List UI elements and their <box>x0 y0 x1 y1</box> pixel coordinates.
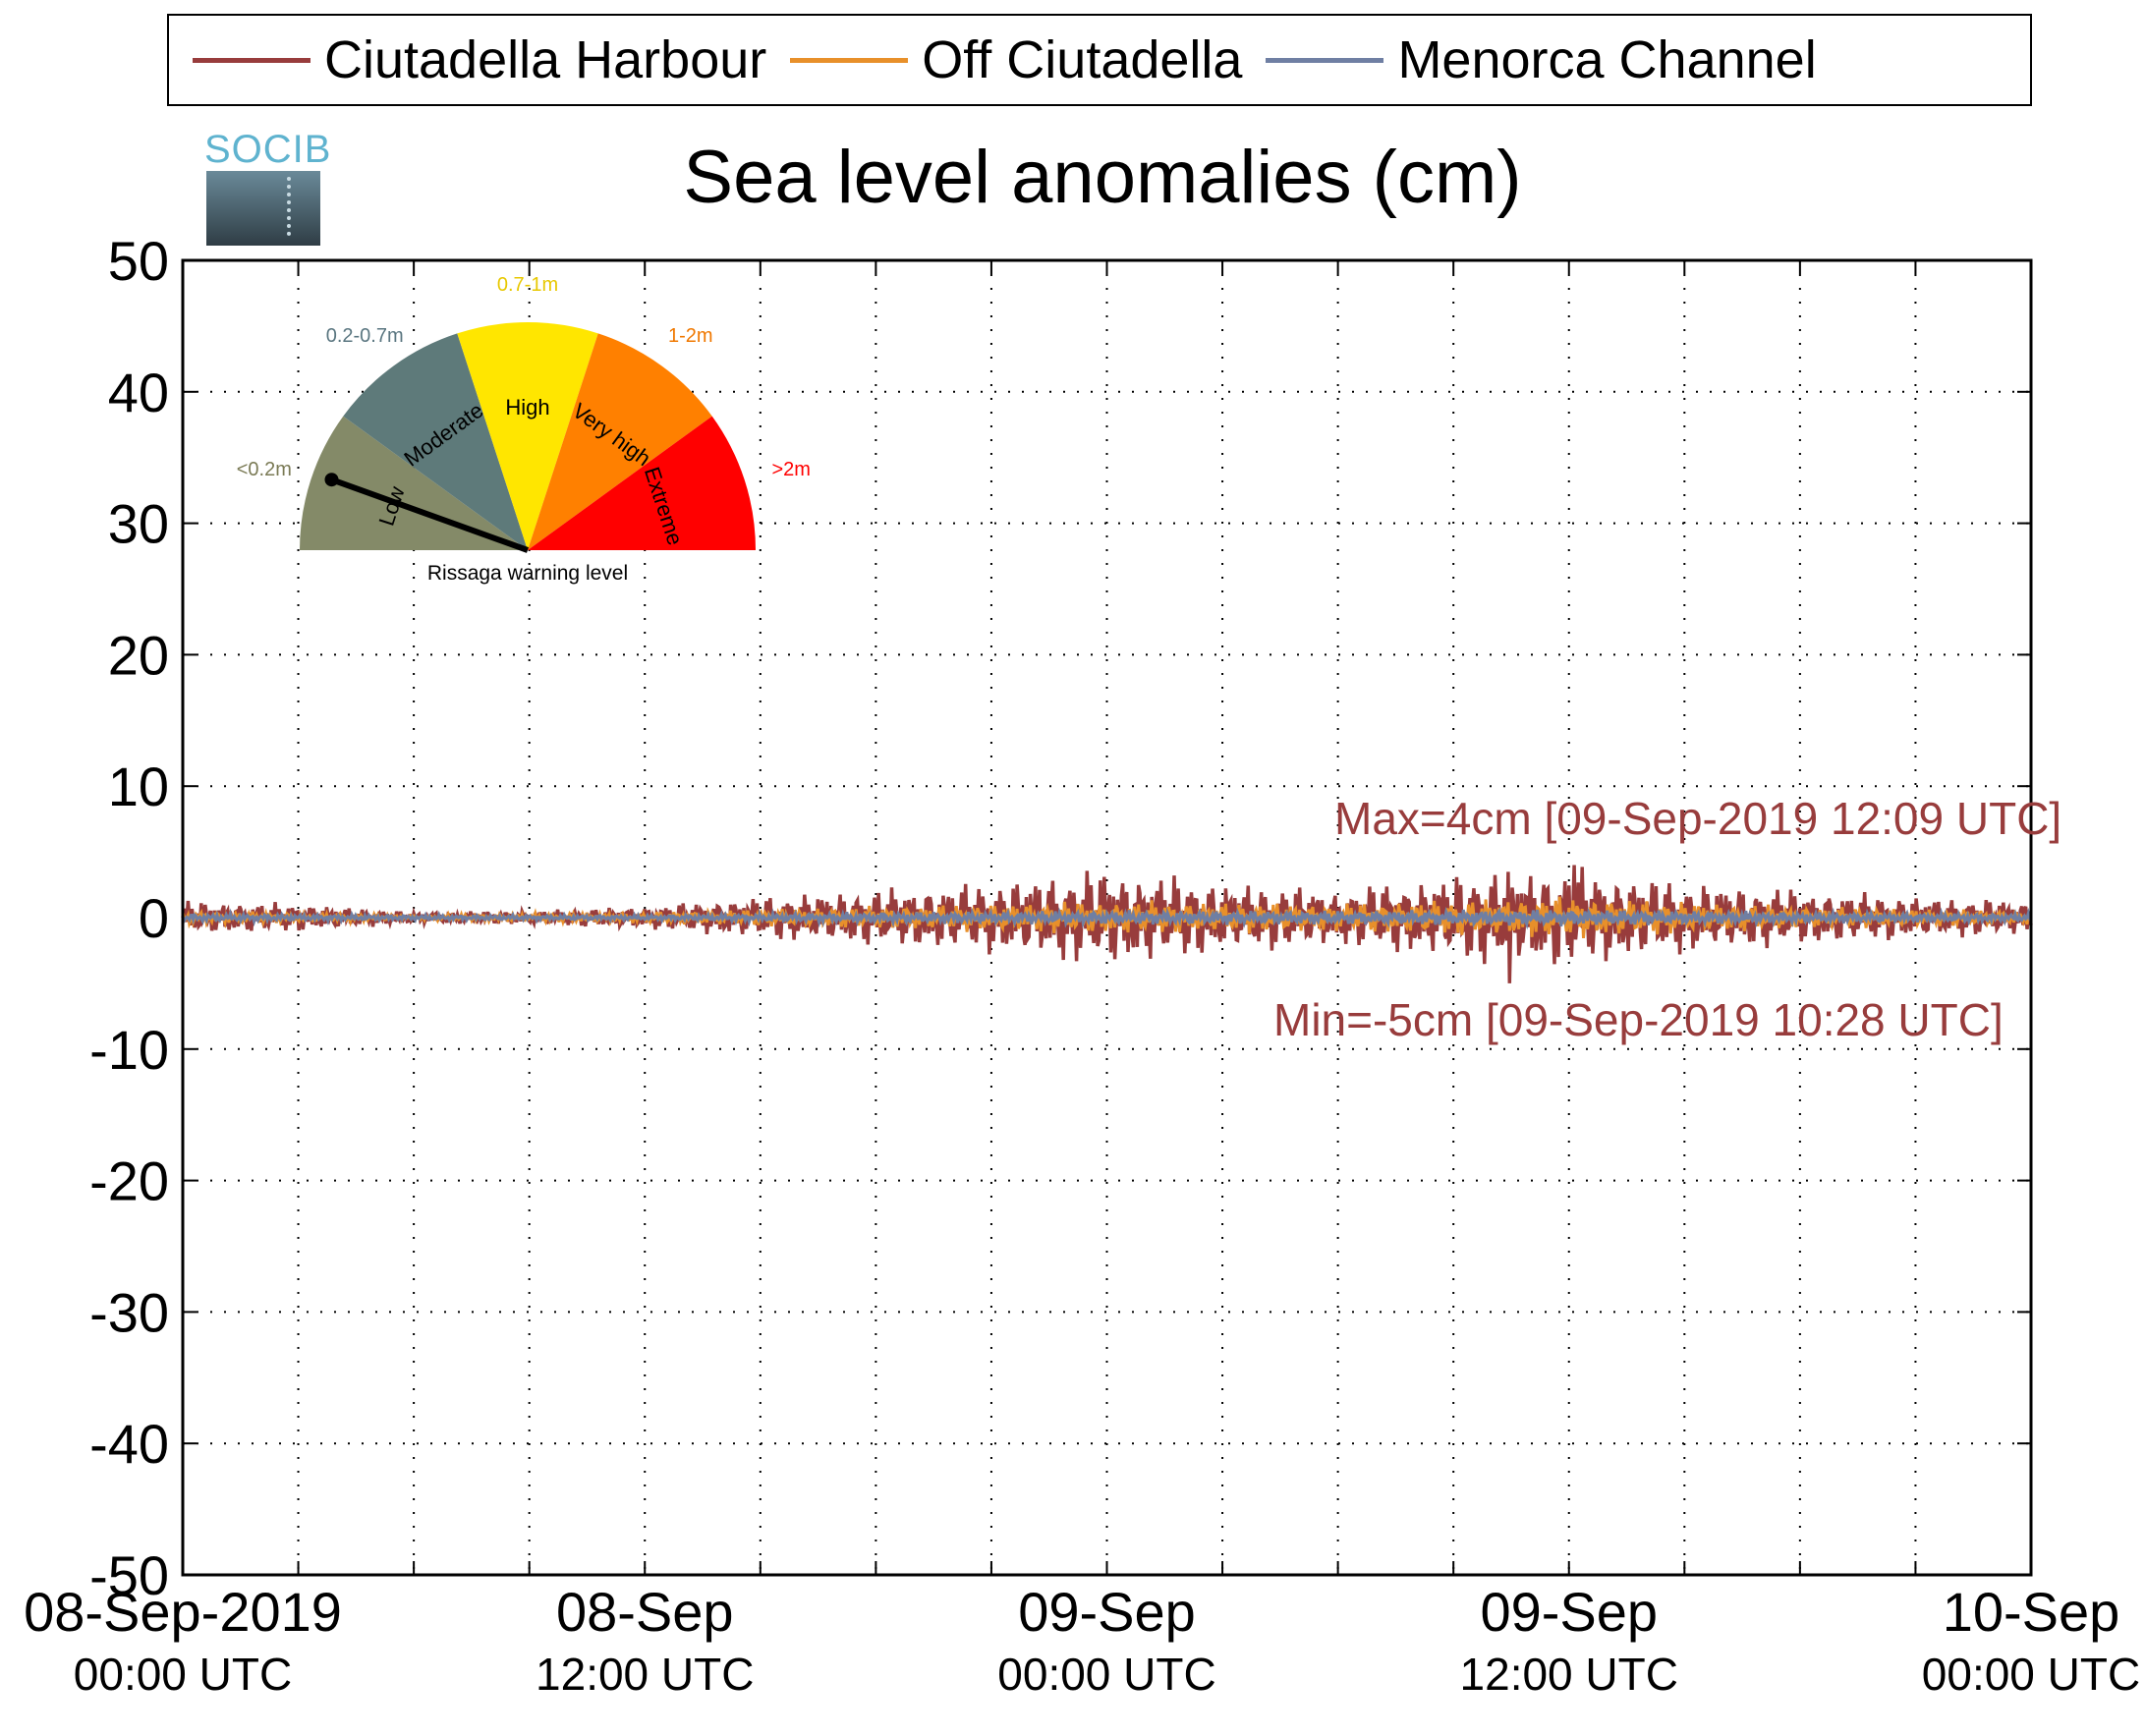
x-tick-label-time: 00:00 UTC <box>997 1649 1215 1700</box>
gauge-sector-high <box>457 322 598 550</box>
y-tick-label: 30 <box>108 493 169 555</box>
y-tick-label: -10 <box>89 1019 169 1081</box>
legend-label-ciutadella-harbour: Ciutadella Harbour <box>324 30 767 89</box>
y-tick-label: 50 <box>108 230 169 292</box>
socib-logo: SOCIB <box>204 128 332 248</box>
gauge-sector-moderate <box>343 333 528 550</box>
gauge-range-label-moderate: 0.2-0.7m <box>326 325 404 347</box>
gauge-range-label-very-high: 1-2m <box>668 325 713 347</box>
chart-title: Sea level anomalies (cm) <box>683 136 1521 219</box>
gauge-needle-tip <box>324 473 339 487</box>
max-annotation: Max=4cm [09-Sep-2019 12:09 UTC] <box>1334 793 2061 844</box>
x-tick-label-time: 00:00 UTC <box>1922 1649 2140 1700</box>
socib-logo-dashes <box>287 177 295 236</box>
y-tick-label: 10 <box>108 756 169 817</box>
socib-logo-text: SOCIB <box>204 128 332 171</box>
legend-entry-ciutadella-harbour: Ciutadella Harbour <box>193 29 766 90</box>
gauge-range-label-extreme: >2m <box>771 459 810 480</box>
legend-swatch-off-ciutadella <box>790 57 909 63</box>
x-tick-label-date: 09-Sep <box>1480 1581 1658 1643</box>
y-tick-label: -30 <box>89 1281 169 1343</box>
legend-label-menorca-channel: Menorca Channel <box>1397 30 1817 89</box>
gauge-sector-extreme <box>528 416 756 550</box>
x-tick-label-time: 00:00 UTC <box>74 1649 292 1700</box>
gauge-range-label-high: 0.7-1m <box>497 274 558 296</box>
y-tick-label: 40 <box>108 362 169 423</box>
axes-frame <box>181 258 2033 1577</box>
min-annotation: Min=-5cm [09-Sep-2019 10:28 UTC] <box>1273 994 2004 1045</box>
y-tick-label: -50 <box>89 1544 169 1606</box>
legend-swatch-menorca-channel <box>1266 57 1384 63</box>
x-tick-label-date: 08-Sep <box>556 1581 734 1643</box>
legend-label-off-ciutadella: Off Ciutadella <box>922 30 1243 89</box>
y-tick-label: 0 <box>139 887 169 949</box>
gauge-sector-label-high: High <box>505 395 549 420</box>
gauge-range-label-low: <0.2m <box>237 459 292 480</box>
y-tick-label: 20 <box>108 624 169 686</box>
x-tick-label-date: 08-Sep-2019 <box>24 1581 342 1643</box>
gauge-caption: Rissaga warning level <box>427 562 628 585</box>
socib-logo-mark <box>206 171 320 246</box>
legend-entry-menorca-channel: Menorca Channel <box>1266 29 1817 90</box>
y-tick-label: -20 <box>89 1150 169 1212</box>
x-tick-label-date: 10-Sep <box>1943 1581 2120 1643</box>
gauge-sector-low <box>300 416 528 550</box>
legend-swatch-ciutadella-harbour <box>193 57 310 63</box>
gauge-sector-very-high <box>528 333 712 550</box>
x-tick-label-time: 12:00 UTC <box>536 1649 754 1700</box>
x-tick-label-date: 09-Sep <box>1018 1581 1196 1643</box>
y-tick-label: -40 <box>89 1413 169 1475</box>
x-tick-label-time: 12:00 UTC <box>1460 1649 1678 1700</box>
legend: Ciutadella Harbour Off Ciutadella Menorc… <box>167 14 2032 106</box>
legend-entry-off-ciutadella: Off Ciutadella <box>790 29 1242 90</box>
gauge-needle <box>330 476 530 553</box>
series-line-menorca-channel <box>181 906 2032 930</box>
